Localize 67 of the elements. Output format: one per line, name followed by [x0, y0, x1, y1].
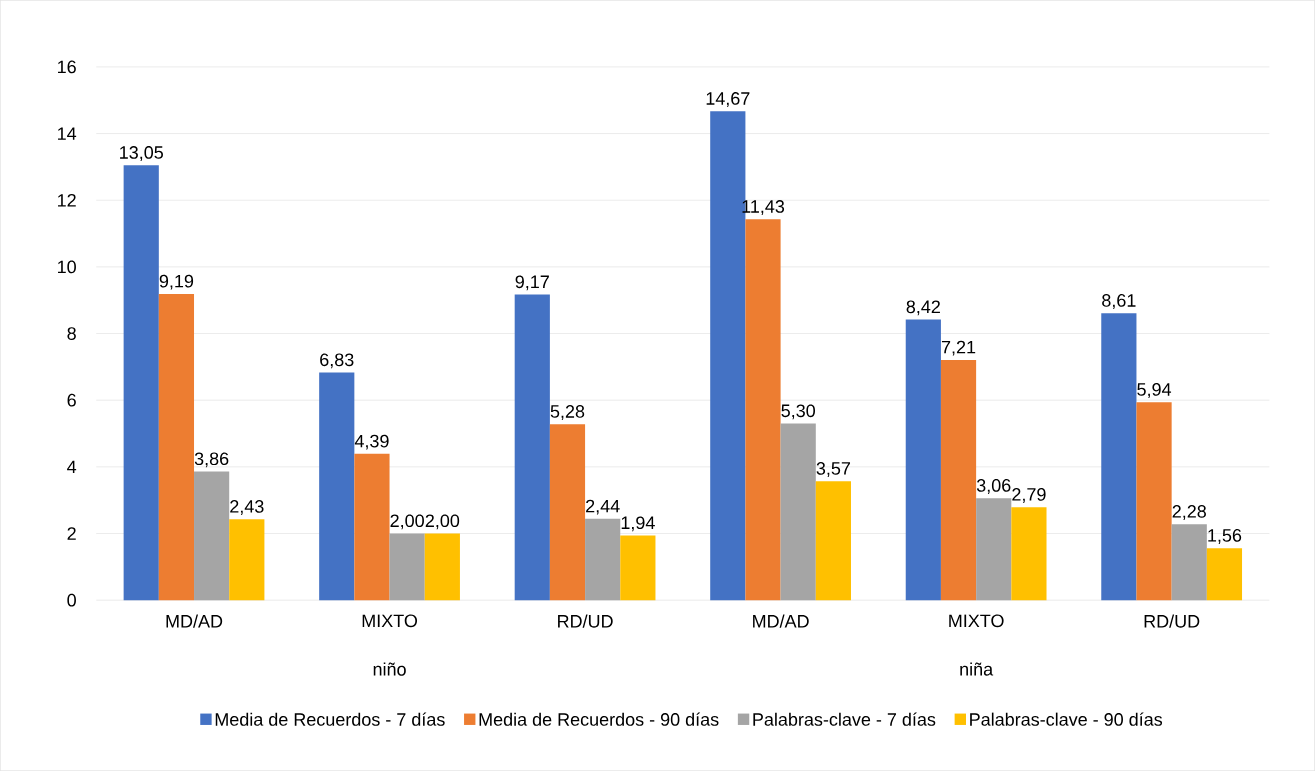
legend-label: Media de Recuerdos - 90 días: [479, 712, 719, 726]
y-tick-label: 16: [58, 60, 76, 74]
data-label: 2,79: [1012, 488, 1046, 503]
y-tick-label: 14: [58, 127, 77, 140]
data-label: 8,42: [906, 300, 940, 316]
data-label: 4,39: [354, 434, 389, 450]
bar: [585, 518, 621, 601]
data-label: 9,17: [515, 275, 549, 291]
data-label: 6,83: [320, 353, 354, 369]
data-label: 3,06: [976, 479, 1011, 494]
data-label: 14,67: [706, 92, 750, 107]
data-label: 2,00: [425, 514, 460, 530]
data-label: 3,86: [194, 452, 229, 468]
bar: [549, 424, 586, 601]
data-label: 9,19: [159, 274, 194, 290]
bar: [319, 372, 355, 601]
bar: [1136, 402, 1172, 601]
x-tick-label: MD/AD: [753, 614, 809, 628]
text: niña: [960, 662, 994, 676]
bar: [389, 533, 425, 601]
y-tick-label: 6: [67, 393, 76, 407]
bar: [940, 359, 977, 601]
bar: [905, 319, 941, 601]
data-label: 5,94: [1137, 383, 1172, 398]
bar: [354, 453, 390, 601]
data-label: 1,56: [1208, 529, 1242, 544]
bar: [780, 423, 816, 601]
data-label: 8,61: [1102, 294, 1136, 309]
x-tick-label: MIXTO: [362, 614, 418, 628]
data-label: 2,00: [390, 514, 424, 530]
bar: [1101, 313, 1137, 601]
bar: [194, 471, 230, 601]
bar: [229, 519, 265, 601]
bar: [1011, 507, 1047, 601]
x-tick-label: MIXTO: [949, 614, 1004, 628]
bar: [815, 481, 851, 601]
data-label: 2,43: [230, 500, 264, 515]
bar: [745, 219, 781, 601]
bar: [514, 294, 550, 601]
bar: [1206, 548, 1243, 601]
x-tick-label: MD/AD: [166, 614, 223, 628]
x-tick-label: RD/UD: [558, 614, 613, 628]
y-tick-label: 4: [67, 460, 77, 474]
bar: [620, 535, 656, 601]
y-tick-label: 8: [67, 327, 76, 340]
bar: [976, 498, 1012, 601]
bar: [1171, 524, 1207, 601]
bar: [158, 293, 195, 601]
text: niño: [373, 662, 406, 676]
data-label: 5,30: [781, 404, 815, 420]
y-tick-label: 12: [58, 193, 76, 207]
y-tick-label: 2: [67, 527, 76, 540]
data-label: 7,21: [941, 340, 976, 356]
legend-label: Palabras-clave - 90 días: [970, 712, 1163, 726]
x-tick-label: RD/UD: [1144, 614, 1200, 628]
data-label: 1,94: [621, 516, 655, 532]
data-label: 5,28: [550, 405, 585, 420]
y-tick-label: 0: [67, 593, 76, 607]
legend-label: Media de Recuerdos - 7 días: [215, 712, 445, 726]
bar: [123, 165, 159, 601]
data-label: 3,57: [816, 462, 851, 477]
bar: [424, 533, 460, 601]
data-label: 2,28: [1172, 505, 1206, 520]
data-label: 13,05: [120, 146, 163, 161]
legend-label: Palabras-clave - 7 días: [753, 712, 936, 726]
y-tick-label: 10: [58, 260, 76, 274]
data-label: 2,44: [586, 499, 620, 515]
